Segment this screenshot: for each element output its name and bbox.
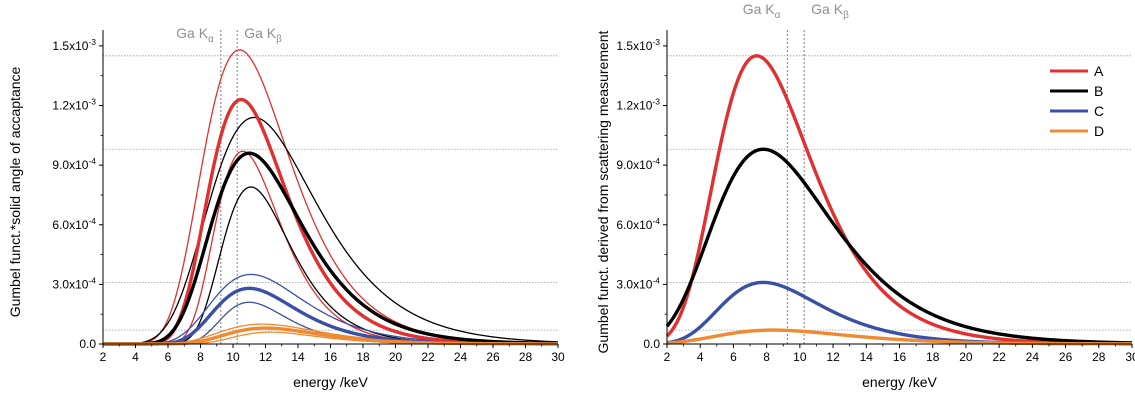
y-tick-label: 3.0x10-4 (616, 275, 660, 291)
series-line-b (103, 116, 559, 345)
y-tick-label: 9.0x10-4 (616, 156, 660, 172)
x-tick-label: 20 (959, 350, 973, 364)
legend-label: A (1094, 63, 1104, 79)
x-tick-label: 2 (100, 350, 107, 364)
series-line-a (665, 54, 1133, 346)
x-tick-label: 4 (697, 350, 704, 364)
series-line-b (665, 147, 1133, 345)
y-tick-label: 1.5x10-3 (616, 37, 660, 53)
chart-panel-1: 2 4 6 8 10 12 14 16 18 20 22 24 26 28 300.03.0x10-46.0… (7, 25, 565, 390)
series-line-b (103, 186, 558, 345)
x-tick-label: 2 (664, 350, 671, 364)
x-tick-label: 18 (356, 350, 370, 364)
x-tick-label: 24 (454, 350, 468, 364)
x-tick-label: 28 (1092, 350, 1106, 364)
y-axis-title: Gumbel funct.*solid angle of accaptance (7, 66, 23, 317)
x-tick-label: 8 (763, 350, 770, 364)
legend-label: D (1094, 123, 1104, 139)
y-tick-label: 1.2x10-3 (52, 97, 96, 113)
y-axis-title: Gumbel funct. derived from scattering me… (595, 30, 611, 353)
y-tick-label: 1.2x10-3 (616, 97, 660, 113)
x-tick-label: 16 (324, 350, 338, 364)
x-tick-label: 16 (893, 350, 907, 364)
x-tick-label: 4 (132, 350, 139, 364)
x-tick-label: 6 (730, 350, 737, 364)
x-tick-label: 28 (519, 350, 533, 364)
series-line-b (102, 151, 559, 346)
x-tick-label: 14 (291, 350, 305, 364)
y-tick-label: 0.0 (643, 337, 660, 351)
y-tick-label: 1.5x10-3 (52, 37, 96, 53)
x-tick-label: 8 (197, 350, 204, 364)
annotation-label: Ga Kβ (244, 25, 282, 45)
x-tick-label: 12 (259, 350, 273, 364)
x-axis-title: energy /keV (293, 374, 368, 390)
x-tick-label: 6 (165, 350, 172, 364)
chart-panel-2: 246810121416182022242628300.03.0x10-46.0… (595, 1, 1135, 390)
y-tick-label: 3.0x10-4 (52, 275, 96, 291)
x-tick-label: 26 (1059, 350, 1073, 364)
legend-label: B (1094, 83, 1103, 99)
x-tick-label: 20 (389, 350, 403, 364)
y-tick-label: 6.0x10-4 (616, 216, 660, 232)
y-tick-label: 0.0 (79, 337, 96, 351)
x-tick-label: 30 (551, 350, 565, 364)
x-tick-label: 12 (826, 350, 840, 364)
annotation-label: Ga Kα (743, 1, 781, 21)
x-tick-label: 22 (421, 350, 435, 364)
x-tick-label: 10 (226, 350, 240, 364)
series-line-a (103, 49, 559, 345)
x-tick-label: 14 (860, 350, 874, 364)
x-tick-label: 10 (793, 350, 807, 364)
series-line-c (666, 280, 1133, 346)
x-tick-label: 22 (992, 350, 1006, 364)
annotation-label: Ga Kα (176, 25, 214, 45)
x-tick-label: 18 (926, 350, 940, 364)
x-tick-label: 30 (1125, 350, 1135, 364)
series-line-a (103, 150, 558, 345)
legend-label: C (1094, 103, 1104, 119)
annotation-label: Ga Kβ (811, 1, 849, 21)
y-tick-label: 6.0x10-4 (52, 216, 96, 232)
x-tick-label: 26 (486, 350, 500, 364)
y-tick-label: 9.0x10-4 (52, 156, 96, 172)
x-tick-label: 24 (1026, 350, 1040, 364)
x-axis-title: energy /keV (862, 374, 937, 390)
